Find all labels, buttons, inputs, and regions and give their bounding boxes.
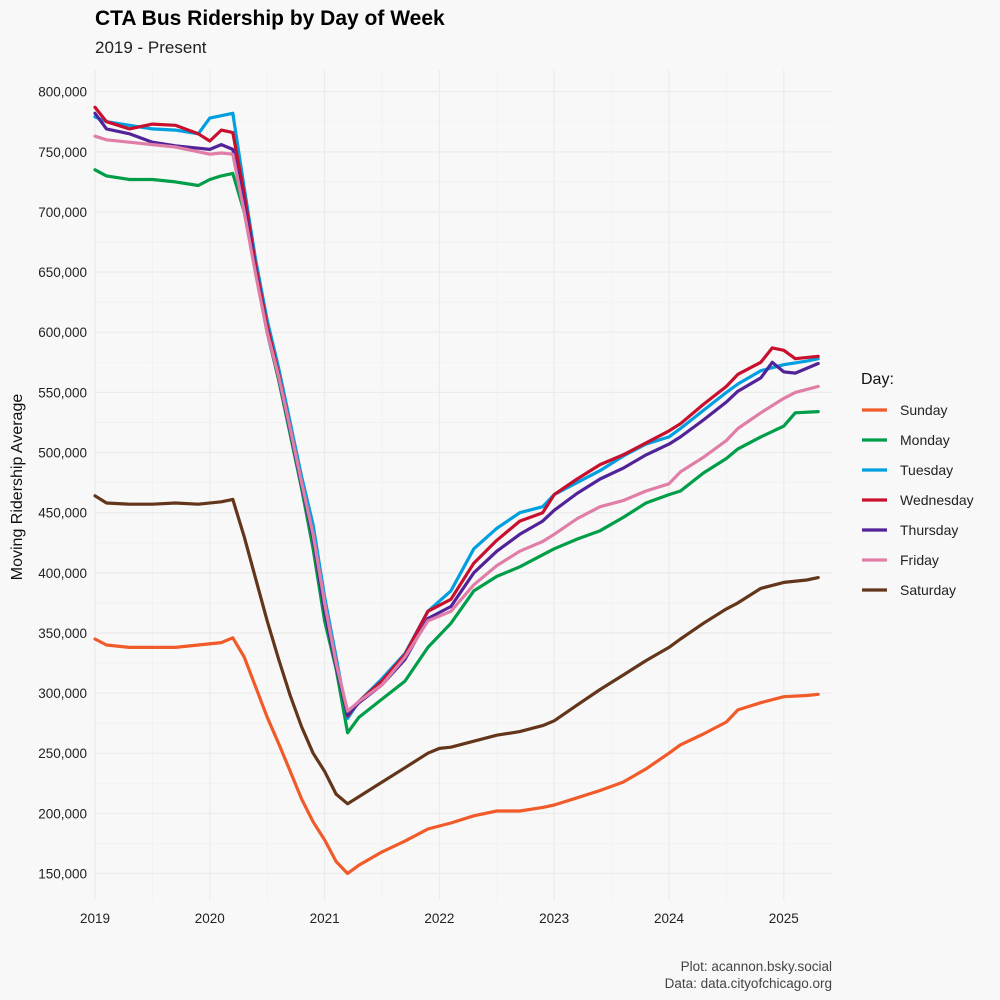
x-axis-ticks: 2019 2020 2021 2022 2023 2024 2025 xyxy=(80,911,799,926)
series-line-saturday xyxy=(93,494,820,806)
legend-label-monday: Monday xyxy=(900,432,950,448)
series-line-friday xyxy=(93,134,820,713)
y-axis-label: Moving Ridership Average xyxy=(9,394,26,581)
legend: Day: Sunday Monday Tuesday Wednesday Thursda… xyxy=(861,371,974,598)
y-tick-label: 650,000 xyxy=(38,265,87,280)
x-tick-label: 2021 xyxy=(310,911,340,926)
legend-label-thursday: Thursday xyxy=(900,522,958,538)
legend-title: Day: xyxy=(861,371,894,388)
y-tick-label: 200,000 xyxy=(38,806,87,821)
legend-label-tuesday: Tuesday xyxy=(900,462,953,478)
grid xyxy=(94,70,832,900)
y-axis-ticks: 150,000 200,000 250,000 300,000 350,000 400,0… xyxy=(38,85,87,882)
series-line-monday xyxy=(93,168,820,735)
x-tick-label: 2025 xyxy=(769,911,799,926)
legend-label-wednesday: Wednesday xyxy=(900,492,974,508)
y-tick-label: 700,000 xyxy=(38,205,87,220)
x-tick-label: 2024 xyxy=(654,911,685,926)
caption-data: Data: data.cityofchicago.org xyxy=(665,976,832,991)
y-tick-label: 400,000 xyxy=(38,566,87,581)
y-tick-label: 150,000 xyxy=(38,867,87,882)
series-line-sunday xyxy=(93,636,820,876)
y-tick-label: 250,000 xyxy=(38,746,87,761)
caption-plot: Plot: acannon.bsky.social xyxy=(681,959,832,974)
y-tick-label: 550,000 xyxy=(38,385,87,400)
y-tick-label: 750,000 xyxy=(38,145,87,160)
x-tick-label: 2022 xyxy=(424,911,454,926)
chart-subtitle: 2019 - Present xyxy=(95,38,207,57)
y-tick-label: 450,000 xyxy=(38,506,87,521)
chart-title: CTA Bus Ridership by Day of Week xyxy=(95,7,445,30)
y-tick-label: 300,000 xyxy=(38,686,87,701)
legend-label-saturday: Saturday xyxy=(900,582,956,598)
x-tick-label: 2020 xyxy=(195,911,225,926)
y-tick-label: 800,000 xyxy=(38,85,87,100)
y-tick-label: 350,000 xyxy=(38,626,87,641)
x-tick-label: 2019 xyxy=(80,911,110,926)
series-layer xyxy=(93,105,820,876)
x-tick-label: 2023 xyxy=(539,911,569,926)
legend-label-friday: Friday xyxy=(900,552,939,568)
legend-label-sunday: Sunday xyxy=(900,402,947,418)
y-tick-label: 600,000 xyxy=(38,325,87,340)
series-line-thursday xyxy=(93,111,820,717)
series-line-wednesday xyxy=(93,105,820,718)
y-tick-label: 500,000 xyxy=(38,446,87,461)
